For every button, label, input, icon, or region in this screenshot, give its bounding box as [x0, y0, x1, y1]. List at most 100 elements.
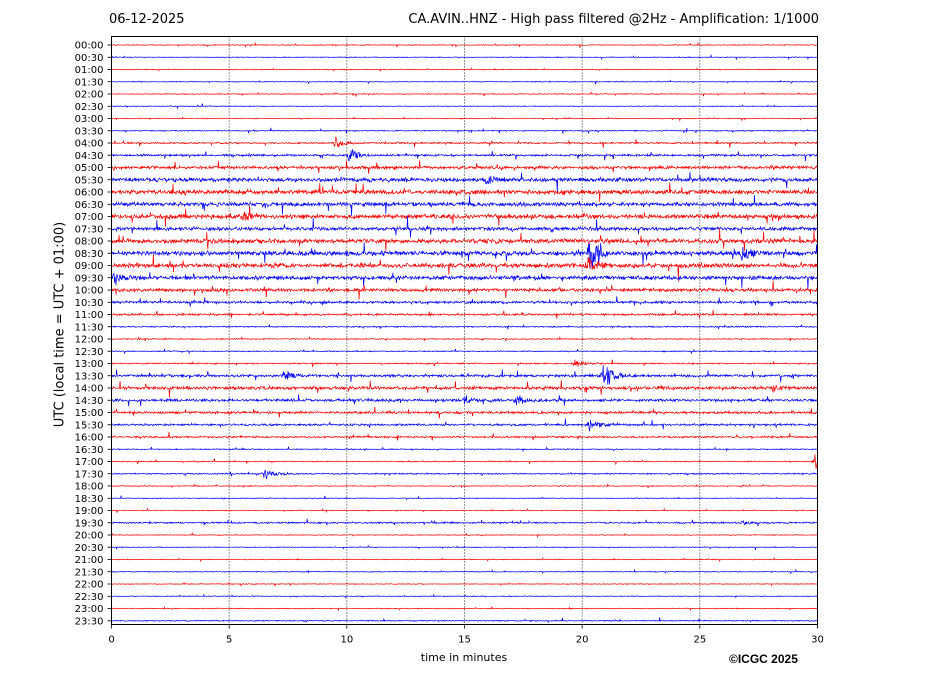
y-tick-label: 13:30	[75, 371, 104, 382]
y-tick-label: 01:30	[75, 77, 104, 88]
trace-row-0930	[111, 272, 818, 289]
trace-row-1400	[111, 380, 818, 398]
x-tick-label: 10	[340, 635, 353, 646]
trace-row-1700	[111, 454, 818, 469]
trace-row-0330	[111, 127, 818, 135]
trace-row-0700	[111, 205, 818, 227]
trace-row-1630	[111, 446, 818, 453]
y-tick-label: 02:30	[75, 102, 104, 113]
y-tick-label: 14:00	[75, 384, 104, 395]
x-tick-label: 15	[458, 635, 471, 646]
trace-row-2030	[111, 544, 818, 551]
trace-row-1030	[111, 296, 818, 307]
y-tick-label: 04:30	[75, 151, 104, 162]
y-tick-label: 09:30	[75, 273, 104, 284]
trace-row-1130	[111, 324, 818, 330]
y-tick-label: 05:30	[75, 175, 104, 186]
y-axis-label: UTC (local time = UTC + 01:00)	[52, 221, 68, 428]
trace-row-0800	[111, 228, 818, 252]
y-tick-label: 08:00	[75, 237, 104, 248]
y-tick-label: 03:30	[75, 126, 104, 137]
y-tick-label: 12:00	[75, 335, 104, 346]
trace-row-2130	[111, 568, 818, 575]
x-tick-label: 20	[576, 635, 589, 646]
trace-row-0900	[111, 253, 818, 282]
trace-row-0000	[111, 41, 818, 49]
trace-row-1600	[111, 431, 818, 441]
y-tick-label: 14:30	[75, 396, 104, 407]
y-tick-label: 18:00	[75, 482, 104, 493]
y-tick-label: 12:30	[75, 347, 104, 358]
trace-row-1930	[111, 518, 818, 527]
y-tick-label: 23:30	[75, 616, 104, 627]
y-tick-label: 03:00	[75, 114, 104, 125]
trace-row-2000	[111, 531, 818, 539]
y-tick-label: 16:30	[75, 445, 104, 456]
trace-row-1300	[111, 359, 818, 368]
trace-row-1500	[111, 406, 818, 419]
trace-row-1900	[111, 507, 818, 514]
trace-row-0300	[111, 116, 818, 122]
y-tick-label: 02:00	[75, 90, 104, 101]
y-tick-label: 22:30	[75, 592, 104, 603]
trace-row-1230	[111, 348, 818, 355]
trace-row-0730	[111, 215, 818, 238]
trace-row-1830	[111, 495, 818, 501]
chart-title: CA.AVIN..HNZ - High pass filtered @2Hz -…	[408, 12, 819, 27]
y-tick-label: 06:00	[75, 188, 104, 199]
y-tick-label: 11:00	[75, 310, 104, 321]
trace-row-0430	[111, 149, 818, 162]
seismic-traces	[111, 41, 818, 624]
y-tick-label: 23:00	[75, 604, 104, 615]
trace-row-1800	[111, 483, 818, 489]
y-tick-label: 06:30	[75, 200, 104, 211]
y-tick-label: 07:00	[75, 212, 104, 223]
x-tick-label: 25	[693, 635, 706, 646]
trace-row-2300	[111, 605, 818, 612]
y-tick-label: 17:00	[75, 457, 104, 468]
trace-row-1330	[111, 364, 818, 385]
y-tick-label: 09:00	[75, 261, 104, 272]
trace-row-1730	[111, 469, 818, 480]
y-tick-label: 21:30	[75, 567, 104, 578]
date-label: 06-12-2025	[109, 12, 185, 27]
y-tick-label: 04:00	[75, 139, 104, 150]
trace-row-0500	[111, 160, 818, 174]
x-axis-ticks: 0 5 10 15 20 25 30	[108, 624, 824, 646]
y-tick-label: 08:30	[75, 249, 104, 260]
y-tick-label: 05:00	[75, 163, 104, 174]
trace-row-0230	[111, 103, 818, 110]
x-tick-label: 0	[108, 635, 114, 646]
trace-row-0830	[111, 242, 818, 270]
y-tick-label: 00:00	[75, 41, 104, 52]
y-tick-label: 10:00	[75, 286, 104, 297]
y-tick-label: 22:00	[75, 580, 104, 591]
y-tick-label: 17:30	[75, 469, 104, 480]
y-tick-label: 00:30	[75, 53, 104, 64]
grid-lines	[228, 36, 701, 625]
y-tick-label: 19:00	[75, 506, 104, 517]
copyright-label: ©ICGC 2025	[729, 652, 798, 666]
trace-row-1100	[111, 310, 818, 319]
trace-row-0600	[111, 182, 818, 202]
y-tick-label: 15:30	[75, 420, 104, 431]
trace-row-1430	[111, 394, 818, 407]
y-tick-label: 19:30	[75, 518, 104, 529]
trace-row-0400	[111, 135, 818, 148]
y-tick-label: 16:00	[75, 433, 104, 444]
trace-row-0530	[111, 172, 818, 194]
y-tick-label: 21:00	[75, 555, 104, 566]
trace-row-0030	[111, 54, 818, 61]
y-tick-label: 10:30	[75, 298, 104, 309]
y-tick-label: 15:00	[75, 408, 104, 419]
trace-row-1530	[111, 418, 818, 432]
y-tick-label: 11:30	[75, 322, 104, 333]
y-tick-label: 20:30	[75, 543, 104, 554]
y-tick-label: 07:30	[75, 224, 104, 235]
trace-row-0100	[111, 67, 818, 72]
trace-row-0130	[111, 79, 818, 85]
trace-row-1200	[111, 336, 818, 342]
y-tick-label: 13:00	[75, 359, 104, 370]
y-tick-label: 18:30	[75, 494, 104, 505]
